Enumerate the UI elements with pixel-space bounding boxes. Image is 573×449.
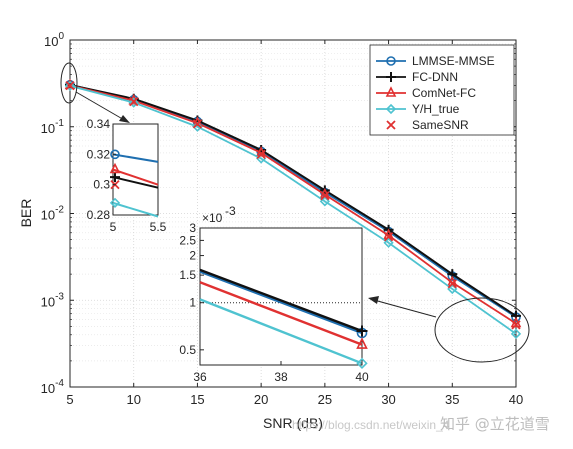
inset-2-marker bbox=[356, 325, 368, 337]
watermark-url: https://blog.csdn.net/weixin_4 bbox=[292, 418, 450, 432]
x-tick-label: 10 bbox=[126, 392, 140, 407]
series-line-y-h-true bbox=[69, 84, 517, 335]
legend-entry-label: SameSNR bbox=[412, 118, 469, 132]
legend-entry-label: LMMSE-MMSE bbox=[412, 54, 495, 68]
y-tick-label: 10-2 bbox=[41, 205, 65, 223]
zoom-connector-left bbox=[75, 91, 127, 122]
legend-marker bbox=[385, 86, 397, 97]
x-tick-label: 20 bbox=[254, 392, 268, 407]
inset-2-exponent-base: ×10 bbox=[202, 211, 223, 225]
inset-1-marker bbox=[110, 149, 120, 160]
legend-marker bbox=[386, 72, 396, 82]
y-tick-label: 10-4 bbox=[41, 378, 65, 396]
legend-marker bbox=[385, 103, 397, 115]
data-point-samesnr bbox=[447, 279, 457, 289]
data-point-samesnr bbox=[65, 80, 75, 91]
inset-2-line bbox=[199, 298, 363, 365]
x-tick-label: 25 bbox=[318, 392, 332, 407]
inset-1-x-tick-label: 5.5 bbox=[150, 220, 167, 234]
inset-2-frame bbox=[199, 227, 363, 366]
legend-marker bbox=[386, 56, 396, 66]
inset-2-marker bbox=[356, 337, 368, 349]
inset-2-exponent-power: -3 bbox=[225, 204, 236, 218]
inset-2-x-tick-label: 38 bbox=[274, 370, 288, 384]
legend-marker bbox=[386, 120, 396, 130]
y-axis-label: BER bbox=[18, 199, 34, 228]
inset-1-x-tick-label: 5 bbox=[110, 220, 117, 234]
inset-2-series bbox=[199, 268, 368, 369]
inset-1-ticks: 0.28 0.3 0.32 0.34 5 5.5 bbox=[87, 117, 167, 234]
inset-1-frame bbox=[112, 123, 159, 216]
inset-1-y-tick-label: 0.28 bbox=[87, 208, 111, 222]
data-point-samesnr bbox=[320, 191, 330, 201]
series-line-comnet-fc bbox=[69, 84, 517, 325]
inset-1-line bbox=[112, 168, 159, 186]
x-tick-label: 5 bbox=[66, 392, 73, 407]
main-series bbox=[64, 78, 522, 339]
inset-2-y-tick-label: 0.5 bbox=[179, 343, 196, 357]
zoom-connector-right bbox=[373, 299, 437, 318]
zoom-ellipse-right bbox=[434, 297, 530, 363]
inset-2-y-tick-label: 3 bbox=[189, 221, 196, 235]
inset-1-line bbox=[112, 201, 159, 218]
inset-2-line bbox=[199, 268, 363, 333]
inset-2-ticks: 0.5 1 1.5 2 2.53 36 38 40 bbox=[179, 221, 369, 384]
inset-1-line bbox=[112, 153, 159, 163]
inset-2-y-tick-label: 2.5 bbox=[179, 233, 196, 247]
inset-2-line bbox=[199, 270, 363, 335]
inset-2-marker bbox=[356, 357, 368, 369]
data-point-samesnr bbox=[129, 96, 139, 107]
data-point-samesnr bbox=[192, 119, 203, 129]
inset-2-x-tick-label: 36 bbox=[193, 370, 207, 384]
data-point-y-h-true bbox=[64, 80, 76, 91]
data-point-y-h-true bbox=[319, 196, 330, 207]
legend-entry-label: FC-DNN bbox=[412, 70, 458, 84]
inset-1-y-tick-label: 0.32 bbox=[87, 147, 111, 161]
y-tick-label: 10-1 bbox=[41, 118, 65, 136]
data-point-y-h-true bbox=[128, 97, 139, 108]
inset-1-marker bbox=[109, 162, 121, 174]
inset-1-y-tick-label: 0.3 bbox=[93, 178, 110, 192]
inset-1-marker bbox=[110, 172, 120, 183]
y-tick-label: 100 bbox=[44, 31, 64, 49]
inset-2-y-tick-label: 2 bbox=[189, 249, 196, 263]
legend-box bbox=[369, 44, 515, 136]
legend-entry-label: ComNet-FC bbox=[412, 86, 476, 100]
legend-entry-label: Y/H_true bbox=[412, 102, 460, 116]
x-axis-label: SNR (dB) bbox=[263, 415, 323, 431]
x-tick-label: 35 bbox=[445, 392, 459, 407]
inset-1-series bbox=[109, 149, 159, 218]
zoom-arrowhead-right bbox=[368, 296, 379, 304]
inset-2-line bbox=[199, 281, 363, 346]
inset-1-line bbox=[112, 176, 159, 189]
legend: LMMSE-MMSE FC-DNN ComNet-FC Y/H_true SameSNR bbox=[369, 44, 515, 136]
inset-2-y-tick-label: 1 bbox=[189, 296, 196, 310]
x-tick-label: 30 bbox=[381, 392, 395, 407]
zoom-arrowhead-left bbox=[119, 115, 130, 123]
watermark-site: 知乎 @立花道雪 bbox=[440, 415, 550, 433]
data-point-y-h-true bbox=[510, 328, 522, 339]
data-point-samesnr bbox=[256, 149, 266, 160]
zoom-ellipse-left bbox=[60, 62, 78, 104]
data-point-samesnr bbox=[383, 232, 394, 242]
series-line-fc-dnn bbox=[69, 84, 517, 317]
inset-2-y-tick-label: 1.5 bbox=[179, 268, 196, 282]
data-point-samesnr bbox=[511, 320, 521, 330]
inset-1-y-tick-label: 0.34 bbox=[87, 117, 111, 131]
x-tick-label: 15 bbox=[190, 392, 204, 407]
inset-2-x-tick-label: 40 bbox=[355, 370, 369, 384]
y-tick-label: 10-3 bbox=[41, 291, 65, 309]
x-tick-label: 40 bbox=[509, 392, 523, 407]
inset-1-marker bbox=[109, 197, 121, 208]
data-point-y-h-true bbox=[383, 237, 394, 248]
